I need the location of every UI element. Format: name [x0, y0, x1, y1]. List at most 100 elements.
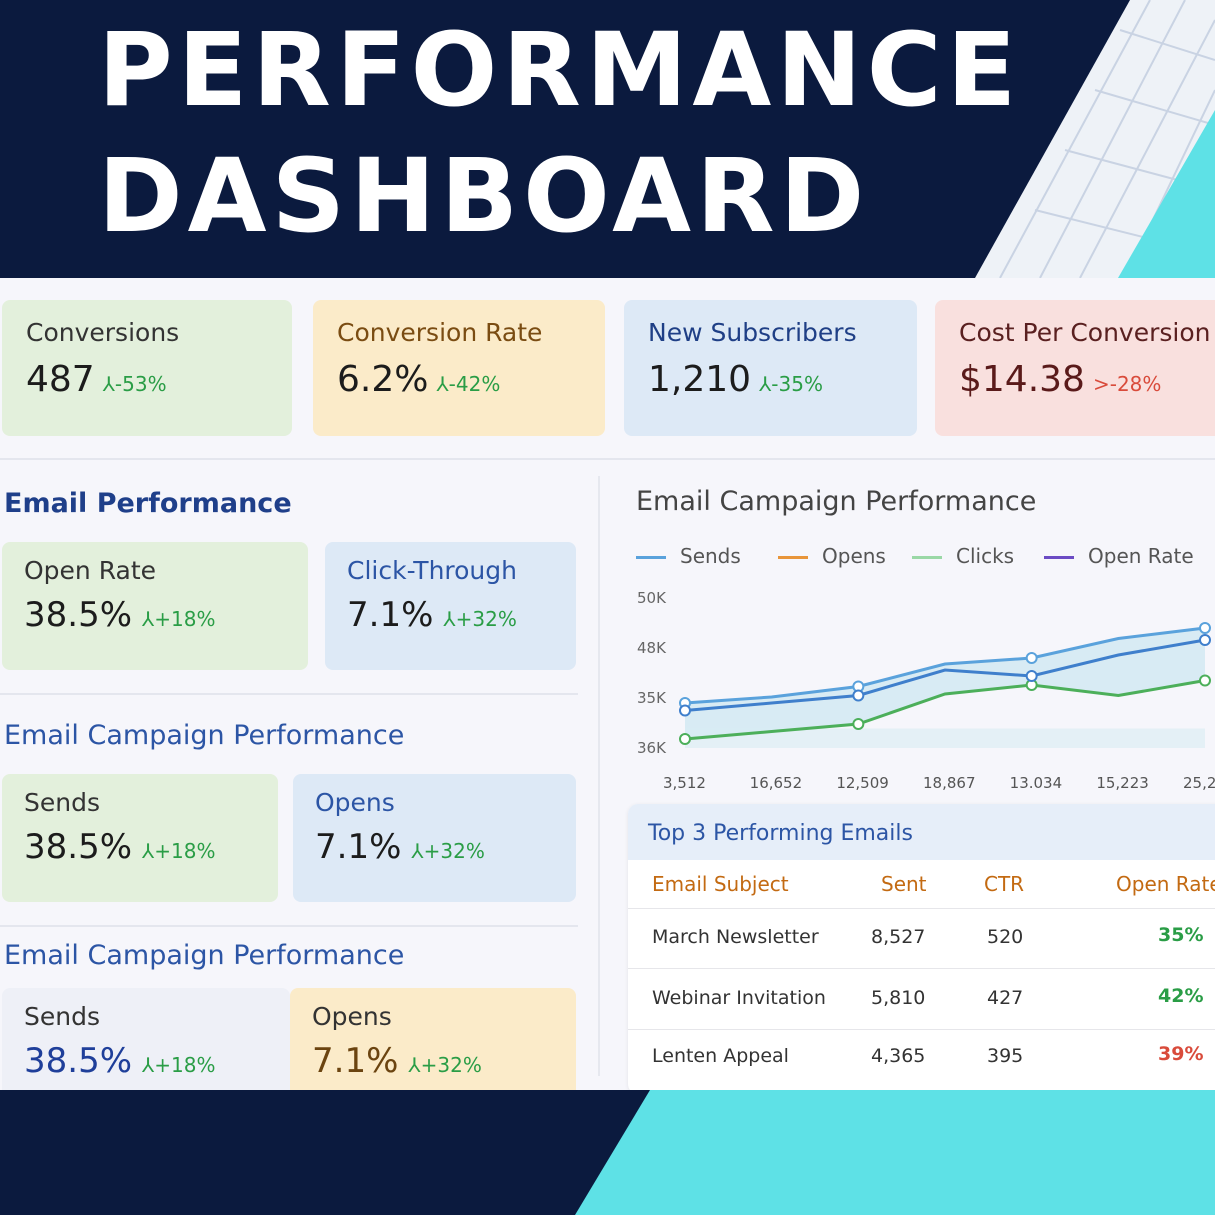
x-tick-label: 12,509	[836, 774, 889, 792]
row-sent: 4,365	[871, 1045, 926, 1067]
data-point	[679, 733, 691, 745]
card-value: 38.5% ⅄+18%	[24, 827, 216, 867]
divider	[0, 693, 578, 695]
kpi-change: ⅄-35%	[759, 372, 823, 396]
row-ctr: 427	[987, 987, 1024, 1009]
card-value: 38.5% ⅄+18%	[24, 595, 216, 635]
kpi-conversion-rate[interactable]: Conversion Rate 6.2% ⅄-42%	[313, 300, 605, 436]
card-open-rate[interactable]: Open Rate 38.5% ⅄+18%	[2, 542, 308, 670]
footer-band	[0, 1090, 1215, 1215]
column-header-subject[interactable]: Email Subject	[652, 872, 789, 896]
kpi-conversions[interactable]: Conversions 487 ⅄-53%	[2, 300, 292, 436]
y-tick-label: 36K	[637, 739, 667, 757]
column-divider	[598, 476, 600, 1076]
card-value: 7.1% ⅄+32%	[312, 1041, 482, 1081]
section-title-campaign: Email Campaign Performance	[4, 720, 405, 751]
data-point	[1199, 674, 1211, 687]
line-chart[interactable]: 50K 48K 35K 36K 3,512 16,652 12,509 18,867 13.03…	[615, 578, 1215, 800]
page-title-line1: PERFORMANCE	[98, 11, 1022, 130]
card-label: Opens	[312, 1002, 392, 1031]
legend-clicks[interactable]: Clicks	[912, 544, 1014, 568]
row-ctr: 395	[987, 1045, 1024, 1067]
table-title: Top 3 Performing Emails	[628, 804, 1215, 860]
card-label: Click-Through	[347, 556, 517, 585]
section-title-campaign-2: Email Campaign Performance	[4, 940, 405, 971]
card-label: Sends	[24, 788, 100, 817]
kpi-value: 487 ⅄-53%	[26, 359, 167, 400]
data-point	[1025, 652, 1038, 664]
card-opens[interactable]: Opens 7.1% ⅄+32%	[293, 774, 576, 902]
x-tick-label: 3,512	[663, 774, 706, 792]
kpi-label: Cost Per Conversion	[959, 318, 1211, 347]
column-header-open-rate[interactable]: Open Rate	[1116, 872, 1215, 896]
series-line-clicks	[684, 679, 1206, 741]
row-subject[interactable]: Webinar Invitation	[652, 987, 826, 1009]
area-band	[685, 628, 1205, 739]
row-sent: 8,527	[871, 926, 926, 948]
section-title-email-performance: Email Performance	[4, 488, 292, 519]
row-sent: 5,810	[871, 987, 926, 1009]
legend-swatch-opens	[778, 556, 808, 559]
row-subject[interactable]: March Newsletter	[652, 926, 819, 948]
hero-decoration	[975, 0, 1215, 278]
y-tick-label: 48K	[637, 639, 667, 657]
card-value: 38.5% ⅄+18%	[24, 1041, 216, 1081]
card-label: Opens	[315, 788, 395, 817]
card-click-through[interactable]: Click-Through 7.1% ⅄+32%	[325, 542, 576, 670]
kpi-value: 1,210 ⅄-35%	[648, 359, 823, 400]
x-tick-label: 16,652	[750, 774, 803, 792]
legend-swatch-open-rate	[1044, 556, 1074, 559]
legend-opens[interactable]: Opens	[778, 544, 886, 568]
card-change: ⅄+32%	[411, 839, 485, 863]
baseline-band	[685, 728, 1205, 748]
card-change: ⅄+18%	[142, 1053, 216, 1077]
x-tick-label: 18,867	[923, 774, 976, 792]
series-line-sends	[684, 626, 1206, 705]
card-value: 7.1% ⅄+32%	[347, 595, 517, 635]
card-value: 7.1% ⅄+32%	[315, 827, 485, 867]
kpi-value: 6.2% ⅄-42%	[337, 359, 501, 400]
kpi-cost-per-conversion[interactable]: Cost Per Conversion $14.38 >-28%	[935, 300, 1215, 436]
card-sends-2[interactable]: Sends 38.5% ⅄+18%	[2, 988, 290, 1090]
kpi-change: ⅄-53%	[102, 372, 167, 396]
card-change: ⅄+18%	[142, 839, 216, 863]
hero-banner: PERFORMANCE DASHBOARD	[0, 0, 1215, 278]
divider	[0, 458, 1215, 460]
card-sends[interactable]: Sends 38.5% ⅄+18%	[2, 774, 278, 902]
footer-decoration	[575, 1090, 1215, 1215]
card-label: Sends	[24, 1002, 100, 1031]
card-opens-2[interactable]: Opens 7.1% ⅄+32%	[290, 988, 576, 1090]
row-open-rate: 42%	[1158, 985, 1204, 1007]
x-tick-label: 15,223	[1096, 774, 1149, 792]
page-title-line2: DASHBOARD	[98, 137, 870, 256]
data-point	[1199, 634, 1211, 646]
kpi-new-subscribers[interactable]: New Subscribers 1,210 ⅄-35%	[624, 300, 917, 436]
x-tick-label: 13.034	[1010, 774, 1063, 792]
row-open-rate: 39%	[1158, 1043, 1204, 1065]
legend-open-rate[interactable]: Open Rate	[1044, 544, 1194, 568]
card-change: ⅄+32%	[408, 1053, 482, 1077]
series-line-open-rate	[684, 638, 1206, 712]
row-ctr: 520	[987, 926, 1024, 948]
kpi-label: Conversion Rate	[337, 318, 543, 347]
divider	[0, 925, 578, 927]
legend-sends[interactable]: Sends	[636, 544, 741, 568]
y-tick-label: 50K	[637, 589, 667, 607]
column-header-sent[interactable]: Sent	[881, 872, 927, 896]
x-tick-label: 25,20	[1183, 774, 1215, 792]
data-point	[1199, 622, 1211, 634]
kpi-label: Conversions	[26, 318, 180, 347]
chart-title: Email Campaign Performance	[636, 486, 1037, 517]
data-point	[1025, 670, 1038, 682]
top-emails-table: Top 3 Performing Emails Email Subject Se…	[628, 804, 1215, 1090]
card-label: Open Rate	[24, 556, 157, 585]
row-subject[interactable]: Lenten Appeal	[652, 1045, 789, 1067]
card-change: ⅄+32%	[443, 607, 517, 631]
data-point	[679, 704, 691, 717]
legend-swatch-clicks	[912, 556, 942, 559]
legend-swatch-sends	[636, 556, 666, 559]
kpi-label: New Subscribers	[648, 318, 857, 347]
row-open-rate: 35%	[1158, 924, 1204, 946]
column-header-ctr[interactable]: CTR	[984, 872, 1025, 896]
data-point	[852, 689, 865, 702]
